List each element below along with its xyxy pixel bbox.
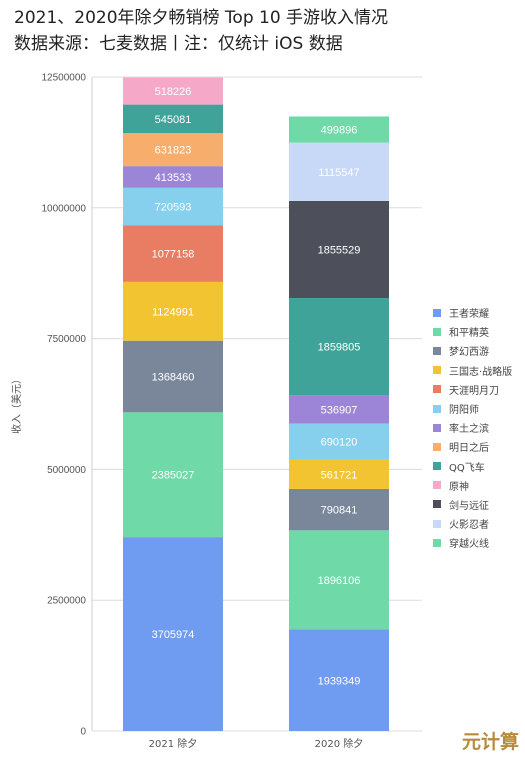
bar-segment [289,423,389,460]
data-label: 1077158 [152,249,195,261]
data-label: 561721 [321,469,358,481]
data-label: 3705974 [152,629,195,641]
bar-segment [123,166,223,188]
legend-label: 火影忍者 [449,520,489,532]
legend-label: 三国志·战略版 [449,366,513,378]
chart-subtitle: 数据来源：七麦数据丨注：仅统计 iOS 数据 [14,34,343,54]
data-label: 1939349 [318,675,361,687]
x-tick-label: 2021 除夕 [149,737,198,750]
data-label: 1859805 [318,342,361,354]
bar-segment [123,412,223,538]
bar-segment [289,298,389,396]
y-tick-label: 0 [80,727,86,738]
legend-label: 阴阳师 [449,405,479,417]
bar-segment [289,530,389,630]
legend-swatch [433,462,441,471]
data-label: 518226 [155,86,192,98]
legend-item: 穿越火线 [433,533,512,552]
bar-segment [123,133,223,167]
legend-label: 剑与远征 [449,500,489,512]
bar-segment [289,200,389,299]
legend-item: 率土之滨 [433,418,512,437]
legend-label: 王者荣耀 [449,309,489,321]
data-label: 545081 [155,114,192,126]
bar-segment [289,142,389,201]
data-label: 1124991 [152,306,194,318]
data-label: 536907 [321,404,358,416]
data-label: 720593 [155,202,192,214]
watermark: 元计算 [461,731,519,753]
legend-label: 原神 [449,481,469,493]
legend-swatch [433,500,441,509]
legend-item: 天涯明月刀 [433,380,512,399]
legend-swatch [433,519,441,528]
y-tick-label: 2500000 [47,596,86,607]
data-label: 1855529 [318,245,361,257]
bar-segment [289,395,389,424]
legend-swatch [433,538,441,547]
legend-item: QQ飞车 [433,457,512,476]
bar-segment [123,281,223,341]
legend-swatch [433,346,441,355]
legend-item: 火影忍者 [433,514,512,533]
bar-segment [289,459,389,489]
bar-segment [123,225,223,282]
legend-swatch [433,481,441,490]
data-label: 1368460 [152,372,195,384]
legend: 王者荣耀和平精英梦幻西游三国志·战略版 天涯明月刀阴阳师率土之滨明日之后 QQ飞车原… [433,303,512,552]
legend-label: 梦幻西游 [449,347,489,359]
y-tick-label: 7500000 [47,334,86,345]
bar-segment [123,77,223,105]
legend-swatch [433,327,441,336]
chart-title: 2021、2020年除夕畅销榜 Top 10 手游收入情况 [14,8,389,28]
legend-swatch [433,308,441,317]
bar-segment [289,629,389,731]
data-label: 499896 [321,125,358,137]
y-tick-label: 12500000 [42,73,87,84]
bar-segment [123,187,223,226]
x-tick-label: 2020 除夕 [315,737,364,750]
legend-swatch [433,442,441,451]
legend-label: 穿越火线 [449,539,489,551]
data-label: 790841 [321,505,358,517]
data-label: 631823 [155,145,192,157]
legend-item: 明日之后 [433,437,512,456]
y-axis-label: 收入（美元） [10,374,23,434]
legend-item: 梦幻西游 [433,341,512,360]
legend-swatch [433,404,441,413]
data-label: 1896106 [318,575,361,587]
data-label: 413533 [155,172,192,184]
legend-label: QQ飞车 [449,462,485,474]
y-tick-label: 10000000 [42,203,87,214]
data-label: 690120 [321,437,358,449]
bar-segment [123,340,223,413]
legend-item: 阴阳师 [433,399,512,418]
bar-segment [289,116,389,143]
y-tick-label: 5000000 [47,465,86,476]
legend-item: 王者荣耀 [433,303,512,322]
bar-segment [123,537,223,731]
bar-segment [123,104,223,134]
data-label: 1115547 [318,167,359,179]
legend-label: 率土之滨 [449,424,489,436]
legend-swatch [433,366,441,375]
legend-swatch [433,423,441,432]
legend-label: 明日之后 [449,443,489,455]
bar-segment [289,488,389,531]
legend-item: 原神 [433,476,512,495]
legend-swatch [433,385,441,394]
legend-label: 天涯明月刀 [449,385,499,397]
legend-item: 三国志·战略版 [433,361,512,380]
legend-item: 剑与远征 [433,495,512,514]
legend-label: 和平精英 [449,328,489,340]
data-label: 2385027 [152,470,195,482]
legend-item: 和平精英 [433,322,512,341]
